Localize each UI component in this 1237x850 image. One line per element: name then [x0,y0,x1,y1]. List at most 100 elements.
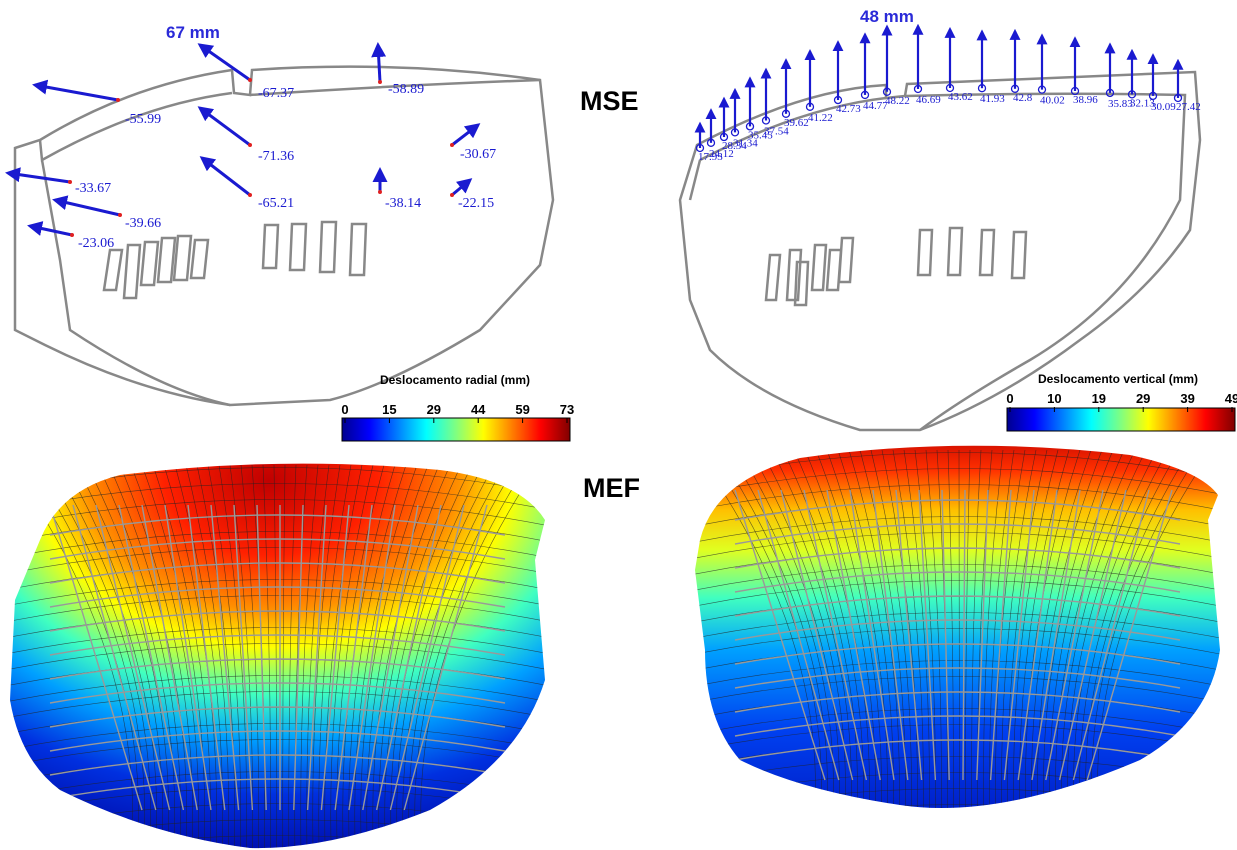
point-label: 17.93 [698,151,723,163]
point-label: -67.37 [258,86,294,101]
mesh-line [734,739,1181,761]
mesh-line [240,464,260,849]
colorbar-tick: 0 [341,402,348,417]
colorbar-tick: 39 [1180,391,1194,406]
point [913,84,923,94]
point-label: 28.34 [722,140,747,152]
point-label: -30.67 [460,147,496,162]
mesh-line [10,579,545,608]
mesh-line [10,739,545,768]
mesh-line [734,547,1181,569]
mesh-line [389,504,465,811]
mesh-line [1025,449,1081,808]
mesh-line [941,489,950,781]
point [1010,84,1020,93]
mesh-line [947,449,954,808]
mesh-line [872,489,909,781]
mesh-line [895,489,923,781]
point-label: 32.13 [1130,97,1155,109]
point-label: 43.62 [948,91,973,103]
mesh-line [95,504,171,811]
mesh-line [1037,449,1103,808]
point [730,128,740,137]
mesh-line [1072,489,1150,781]
mesh-line [372,464,451,849]
mesh-line [695,676,1220,705]
point-label: 35.45 [748,129,773,141]
mesh-line [1091,449,1202,808]
point [248,193,252,197]
point-label: -22.15 [458,196,494,211]
mesh-line [420,464,539,849]
mesh-line [49,706,506,728]
colorbar [1006,407,1236,432]
mesh-line [780,489,854,781]
mesh-line [49,514,506,536]
mesh-line [10,723,545,752]
mesh-line [695,612,1220,641]
mesh-line [141,504,198,811]
arrow [52,195,121,217]
point [248,78,252,82]
mesh-line [282,464,286,849]
colorbar-title: Deslocamento vertical (mm) [1038,372,1198,386]
mesh-line [72,504,157,811]
mesh-line [837,449,894,808]
mesh-line [695,564,1220,593]
mesh-line [1058,489,1127,781]
colorbar-tick: 59 [515,402,529,417]
mesh-line [49,682,506,704]
mesh-line [804,449,876,808]
fem-left [10,463,545,849]
mesh-line [1085,449,1191,808]
mesh-line [31,464,146,849]
mesh-line [348,464,407,849]
row-label: MSE [580,86,639,116]
point-label: 37.54 [764,126,789,138]
point-label: -55.99 [125,112,161,127]
colorbar-tick: 29 [1136,391,1150,406]
arrow [199,156,251,197]
mesh-line [695,484,1220,513]
arrow [5,167,71,184]
mesh-line [1043,449,1114,808]
mesh-line [734,489,826,781]
mesh-line [86,464,176,849]
mesh-line [10,483,545,512]
mesh-line [1055,449,1136,808]
mesh-line [10,547,545,576]
mesh-line [293,504,304,811]
mesh-line [49,562,506,584]
point-label: 41.93 [980,93,1005,105]
point-label: 30.09 [1151,101,1176,113]
point [882,87,892,96]
mesh-line [1097,449,1213,808]
point [1127,90,1137,99]
mesh-line [983,449,1004,808]
mesh-line [734,595,1181,617]
point-label: -38.14 [385,196,421,211]
mesh-line [962,489,966,781]
max-label: 67 mm [166,23,220,42]
mesh-line [1067,449,1158,808]
point [945,83,955,93]
mesh-line [354,464,418,849]
mesh-line [803,489,868,781]
arrow [451,178,473,197]
point [450,193,454,197]
mesh-line [10,643,545,672]
mesh-line [288,464,297,849]
point [378,190,382,194]
mesh-line [734,571,1181,593]
mesh-line [141,464,206,849]
mesh-line [734,715,1181,737]
mesh-line [734,691,1181,713]
mesh-line [360,464,429,849]
mesh-line [1049,449,1125,808]
mesh-line [256,504,267,811]
mesh-line [685,821,1230,849]
mesh-line [210,504,240,811]
point [781,109,791,118]
mesh-line [734,619,1181,641]
mesh-line [233,504,254,811]
